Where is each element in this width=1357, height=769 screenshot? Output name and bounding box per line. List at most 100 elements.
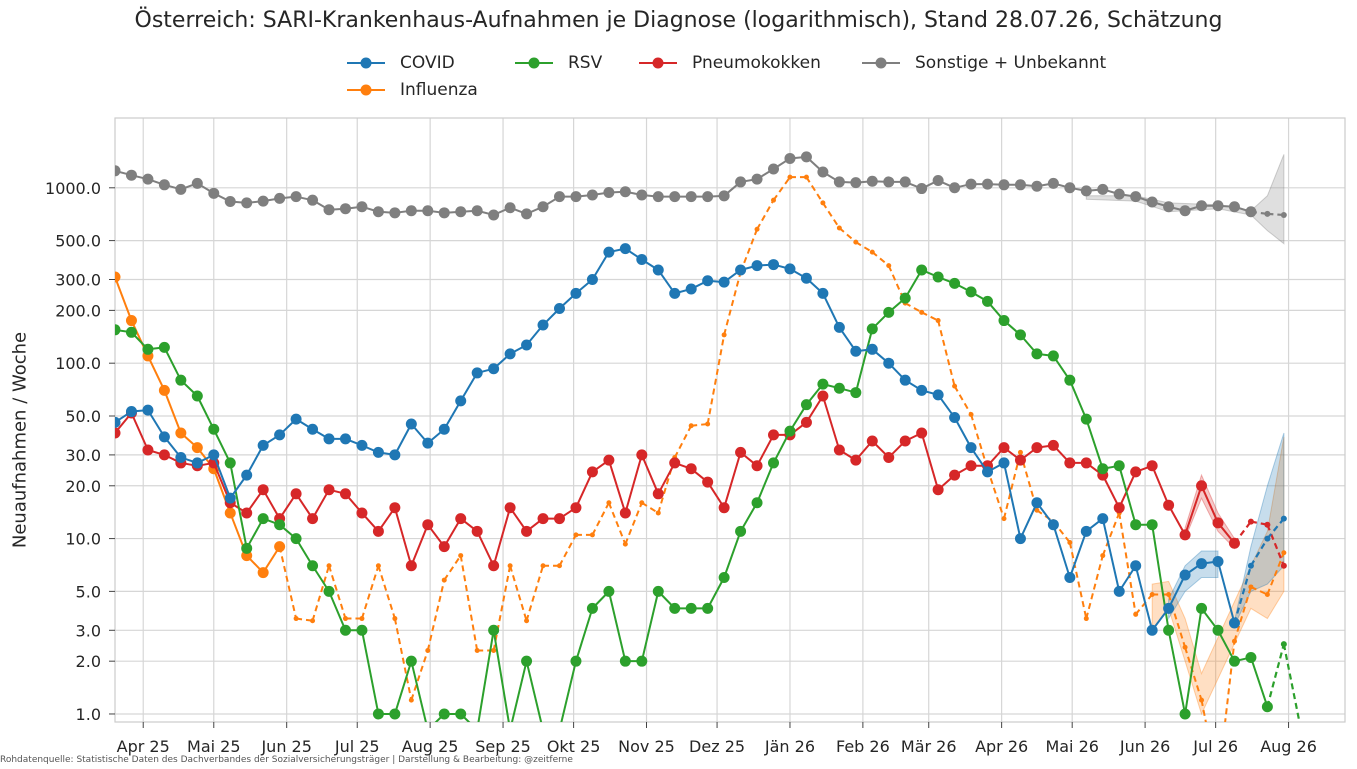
data-point-sonstige <box>504 202 516 214</box>
series-dashed-line-influenza <box>772 176 791 201</box>
data-point-rsv <box>241 542 253 554</box>
data-point-sonstige <box>1047 177 1059 189</box>
data-point-pneumokokken <box>1014 454 1026 466</box>
series-line-pneumokokken <box>607 459 627 514</box>
data-point-pneumokokken <box>389 502 401 514</box>
series-line-rsv <box>1068 379 1088 420</box>
data-point-rsv <box>735 525 747 537</box>
data-point-sonstige <box>1064 182 1076 194</box>
series-dashed-line-influenza <box>1068 542 1088 619</box>
legend-marker-covid <box>347 57 385 69</box>
data-point-pneumokokken <box>521 525 533 537</box>
data-point-covid <box>191 457 203 469</box>
series-line-covid <box>1167 574 1186 609</box>
data-point-small-influenza <box>1034 507 1040 513</box>
data-point-small-influenza <box>869 249 875 255</box>
data-point-pneumokokken <box>290 488 302 500</box>
source-footer: Rohdatenquelle: Statistische Daten des D… <box>0 755 573 765</box>
series-line-pneumokokken <box>920 432 940 490</box>
data-point-sonstige <box>356 201 368 213</box>
data-point-covid <box>158 431 170 443</box>
series-line-pneumokokken <box>624 454 643 514</box>
data-point-covid <box>307 423 319 435</box>
data-point-rsv <box>1163 624 1175 636</box>
data-point-small-influenza <box>491 648 497 654</box>
data-point-small-influenza <box>1166 591 1172 597</box>
series-line-rsv <box>1085 418 1104 470</box>
data-point-small-influenza <box>836 225 842 231</box>
data-point-sonstige <box>669 191 681 203</box>
data-point-pneumokokken <box>768 429 780 441</box>
y-tick-label: 100.0 <box>55 354 101 373</box>
y-tick-label: 200.0 <box>55 301 101 320</box>
series-line-covid <box>1052 524 1071 578</box>
data-point-small-influenza <box>952 383 958 389</box>
data-point-sonstige <box>768 163 780 175</box>
data-point-sonstige <box>586 189 598 201</box>
data-point-influenza <box>125 315 137 327</box>
series-line-rsv <box>245 518 265 549</box>
data-point-pneumokokken <box>553 513 565 525</box>
data-point-rsv <box>965 286 977 298</box>
data-point-rsv <box>356 624 368 636</box>
data-point-small-influenza <box>342 616 348 622</box>
data-point-sonstige <box>1031 180 1043 192</box>
data-point-covid <box>241 469 253 481</box>
data-point-sonstige <box>521 208 533 220</box>
series-line-rsv <box>477 630 495 722</box>
data-point-covid <box>652 264 664 276</box>
data-point-covid <box>1212 556 1224 568</box>
series-line-rsv <box>607 591 627 662</box>
x-tick-label: Nov 25 <box>618 737 675 756</box>
data-point-sonstige <box>175 183 187 195</box>
data-point-rsv <box>257 513 269 525</box>
data-point-rsv <box>669 602 681 614</box>
data-point-sonstige <box>982 178 994 190</box>
series-line-influenza <box>163 389 182 434</box>
data-point-influenza <box>274 541 286 553</box>
series-line-rsv <box>163 346 182 381</box>
data-point-small-influenza <box>408 697 414 703</box>
series-dashed-line-influenza <box>1250 586 1268 596</box>
data-point-covid <box>586 274 598 286</box>
data-point-rsv <box>290 533 302 545</box>
series-dashed-line-influenza <box>921 311 939 322</box>
data-point-pneumokokken <box>1163 499 1175 511</box>
x-tick-label: Sep 25 <box>475 737 531 756</box>
data-point-pneumokokken <box>323 484 335 496</box>
data-point-sonstige <box>208 187 220 199</box>
nowcast-line-covid <box>1249 538 1269 567</box>
series-line-rsv <box>706 577 726 609</box>
data-point-rsv <box>718 571 730 583</box>
data-point-sonstige <box>1130 191 1142 203</box>
series-line-rsv <box>1118 465 1137 525</box>
series-line-rsv <box>1217 629 1236 662</box>
data-point-covid <box>389 449 401 461</box>
series-line-covid <box>1003 462 1022 539</box>
series-line-pneumokokken <box>393 507 413 567</box>
nowcast-line-covid <box>1266 517 1285 540</box>
data-point-sonstige <box>965 178 977 190</box>
y-tick-label: 300.0 <box>55 271 101 290</box>
data-point-rsv <box>1130 519 1142 531</box>
data-point-rsv <box>949 277 961 289</box>
data-point-rsv <box>570 655 582 667</box>
legend-label-covid: COVID <box>400 53 455 73</box>
data-point-small-influenza <box>359 616 365 622</box>
data-point-sonstige <box>850 177 862 189</box>
data-point-covid <box>1179 569 1191 581</box>
data-point-pneumokokken <box>899 435 911 447</box>
data-point-rsv <box>191 390 203 402</box>
series-line-pneumokokken <box>410 524 429 567</box>
y-tick-label: 20.0 <box>65 477 101 496</box>
series-dashed-line-influenza <box>953 385 972 415</box>
data-point-small-influenza <box>507 563 513 569</box>
data-point-covid <box>899 374 911 386</box>
data-point-covid <box>685 283 697 295</box>
data-point-covid <box>553 303 565 315</box>
data-point-rsv <box>1047 350 1059 362</box>
data-point-sonstige <box>817 166 829 178</box>
data-point-covid <box>488 363 500 375</box>
data-point-rsv <box>389 708 401 720</box>
series-line-pneumokokken <box>575 471 594 509</box>
